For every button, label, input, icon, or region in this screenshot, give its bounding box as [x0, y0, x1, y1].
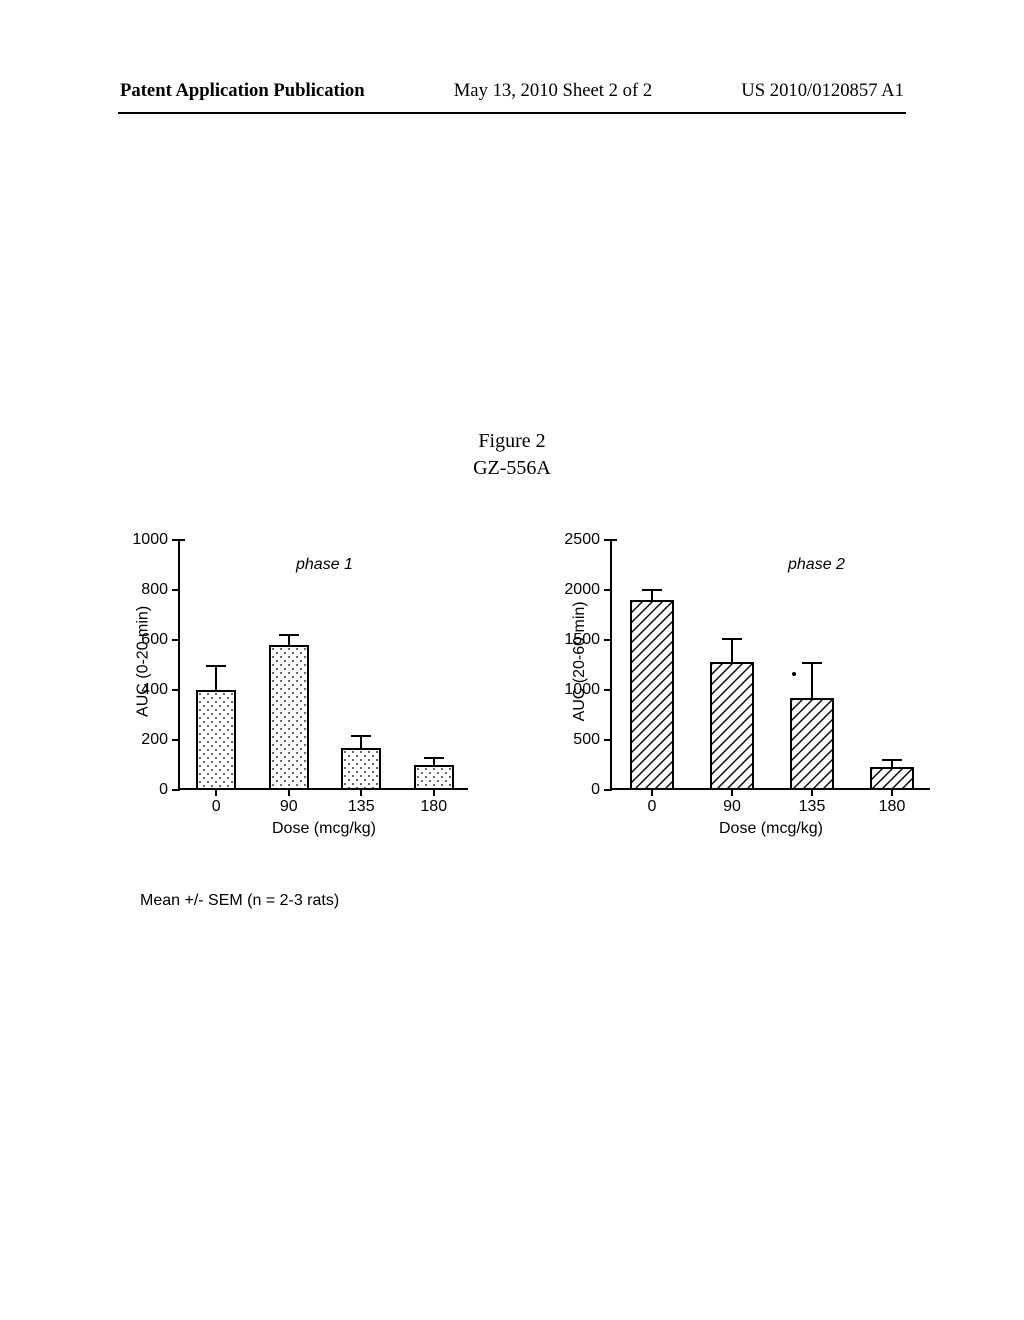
error-bar	[215, 666, 217, 690]
y-tick	[172, 589, 180, 591]
y-tick-label: 0	[591, 781, 600, 799]
y-tick-label: 1500	[564, 631, 600, 649]
x-axis-label: Dose (mcg/kg)	[180, 820, 468, 838]
x-tick	[360, 788, 362, 796]
figure-footnote: Mean +/- SEM (n = 2-3 rats)	[140, 892, 339, 910]
bar	[269, 645, 309, 790]
y-tick	[604, 789, 612, 791]
error-bar-cap	[642, 589, 662, 591]
y-tick-label: 0	[159, 781, 168, 799]
header-divider	[118, 112, 906, 114]
bar	[341, 748, 381, 791]
y-tick	[172, 739, 180, 741]
figure-subtitle: GZ-556A	[0, 457, 1024, 480]
bar	[710, 662, 754, 790]
y-tick	[172, 789, 180, 791]
plot-area: 02004006008001000090135180Dose (mcg/kg)p…	[178, 540, 468, 790]
y-tick	[604, 739, 612, 741]
y-tick-label: 800	[141, 581, 168, 599]
figure-title-block: Figure 2 GZ-556A	[0, 430, 1024, 480]
figure-title: Figure 2	[0, 430, 1024, 453]
chart-phase2: AUC (20-60 min) 0500100015002000250009013…	[552, 540, 930, 790]
x-tick	[651, 788, 653, 796]
bar	[414, 765, 454, 790]
y-tick-top	[611, 539, 617, 541]
y-tick	[604, 639, 612, 641]
chart-phase1: AUC (0-20 min) 02004006008001000090135180…	[120, 540, 468, 790]
error-bar-cap	[802, 662, 822, 664]
x-tick	[288, 788, 290, 796]
error-bar	[651, 590, 653, 600]
charts-row: AUC (0-20 min) 02004006008001000090135180…	[120, 540, 930, 790]
bar	[790, 698, 834, 790]
x-tick	[811, 788, 813, 796]
phase-label: phase 1	[296, 556, 353, 574]
x-tick-label: 180	[420, 798, 447, 816]
error-bar-cap	[351, 735, 371, 737]
x-tick-label: 0	[212, 798, 221, 816]
error-bar	[811, 663, 813, 698]
y-tick-label: 600	[141, 631, 168, 649]
y-tick-top	[179, 539, 185, 541]
y-tick-label: 400	[141, 681, 168, 699]
x-tick-label: 90	[723, 798, 741, 816]
bar	[196, 690, 236, 790]
stray-dot	[792, 672, 796, 676]
error-bar-cap	[279, 634, 299, 636]
x-tick-label: 135	[348, 798, 375, 816]
x-tick	[731, 788, 733, 796]
page: Patent Application Publication May 13, 2…	[0, 0, 1024, 1320]
x-tick-label: 135	[799, 798, 826, 816]
error-bar-cap	[206, 665, 226, 667]
x-tick-label: 180	[879, 798, 906, 816]
error-bar-cap	[424, 757, 444, 759]
y-tick-label: 2000	[564, 581, 600, 599]
phase-label: phase 2	[788, 556, 845, 574]
y-tick-label: 1000	[564, 681, 600, 699]
x-axis-label: Dose (mcg/kg)	[612, 820, 930, 838]
y-tick	[172, 689, 180, 691]
header-right-text: US 2010/0120857 A1	[741, 80, 904, 102]
header-left-text: Patent Application Publication	[120, 80, 365, 102]
y-tick-label: 1000	[132, 531, 168, 549]
error-bar	[891, 760, 893, 767]
header-center-text: May 13, 2010 Sheet 2 of 2	[454, 80, 652, 102]
error-bar	[731, 639, 733, 662]
x-tick-label: 90	[280, 798, 298, 816]
y-tick	[604, 689, 612, 691]
y-tick-label: 200	[141, 731, 168, 749]
y-tick-label: 500	[573, 731, 600, 749]
plot-area: 05001000150020002500090135180Dose (mcg/k…	[610, 540, 930, 790]
x-tick	[215, 788, 217, 796]
x-tick-label: 0	[648, 798, 657, 816]
bar	[870, 767, 914, 790]
x-tick	[433, 788, 435, 796]
error-bar-cap	[882, 759, 902, 761]
y-tick	[172, 639, 180, 641]
bar	[630, 600, 674, 790]
y-tick	[604, 589, 612, 591]
y-tick-label: 2500	[564, 531, 600, 549]
error-bar-cap	[722, 638, 742, 640]
error-bar	[433, 758, 435, 766]
y-axis-label: AUC (20-60 min)	[571, 601, 589, 721]
error-bar	[360, 736, 362, 747]
y-axis-label: AUC (0-20 min)	[135, 606, 153, 717]
error-bar	[288, 635, 290, 645]
page-header: Patent Application Publication May 13, 2…	[120, 80, 904, 108]
x-tick	[891, 788, 893, 796]
